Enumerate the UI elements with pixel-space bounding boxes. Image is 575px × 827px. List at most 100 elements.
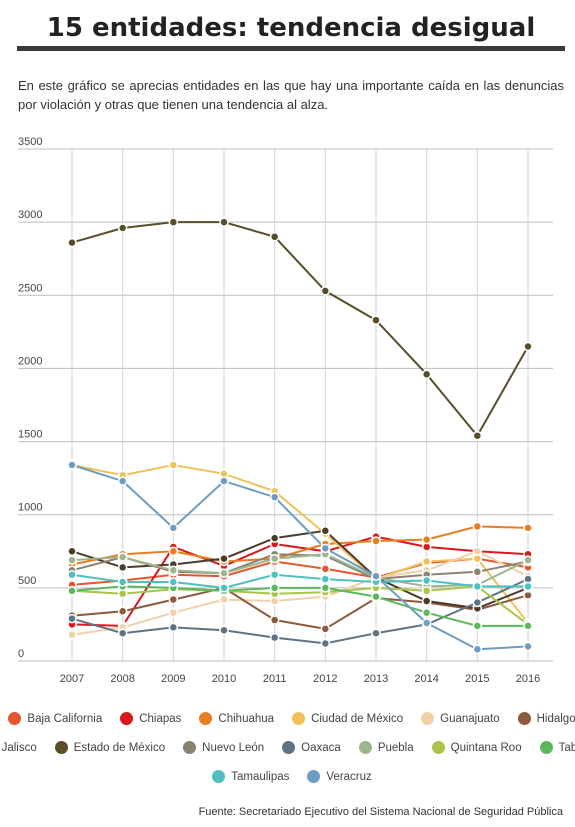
data-point[interactable] — [421, 618, 432, 628]
data-point[interactable] — [67, 555, 77, 565]
data-point[interactable] — [371, 571, 381, 581]
data-point[interactable] — [269, 615, 280, 625]
data-point[interactable] — [320, 286, 331, 296]
legend-item[interactable]: Guanajuato — [421, 712, 500, 725]
legend-item[interactable]: Nuevo León — [183, 741, 264, 754]
data-point[interactable] — [523, 555, 533, 565]
y-tick-label: 2500 — [18, 282, 42, 294]
series-line — [71, 550, 529, 636]
data-point[interactable] — [523, 621, 533, 631]
y-tick-label: 2000 — [18, 355, 42, 367]
data-point[interactable] — [371, 536, 381, 546]
x-tick-label: 2012 — [313, 673, 337, 685]
data-point[interactable] — [269, 632, 280, 643]
data-point[interactable] — [472, 430, 483, 441]
data-point[interactable] — [320, 574, 331, 584]
data-point[interactable] — [168, 622, 179, 633]
legend-item[interactable]: Chihuahua — [199, 712, 274, 725]
data-point[interactable] — [523, 341, 533, 352]
data-point[interactable] — [168, 565, 179, 576]
data-point[interactable] — [168, 460, 179, 470]
data-point[interactable] — [523, 523, 533, 533]
legend-item[interactable]: Chiapas — [120, 712, 181, 725]
data-point[interactable] — [67, 460, 77, 470]
data-point[interactable] — [320, 564, 331, 574]
data-point[interactable] — [117, 223, 128, 233]
data-point[interactable] — [320, 638, 331, 649]
data-point[interactable] — [269, 492, 280, 502]
data-point[interactable] — [168, 577, 179, 587]
data-point[interactable] — [168, 523, 179, 533]
data-point[interactable] — [320, 624, 331, 634]
series-line — [71, 578, 529, 645]
data-point[interactable] — [472, 621, 483, 631]
data-point[interactable] — [219, 568, 229, 578]
data-point[interactable] — [472, 581, 483, 592]
data-point[interactable] — [421, 534, 432, 545]
data-point[interactable] — [67, 569, 77, 580]
data-point[interactable] — [421, 607, 432, 618]
data-point[interactable] — [472, 567, 483, 577]
data-point[interactable] — [320, 526, 331, 536]
data-point[interactable] — [371, 628, 381, 638]
legend-item[interactable]: Ciudad de México — [292, 712, 403, 725]
data-point[interactable] — [117, 606, 128, 617]
legend-swatch — [292, 712, 306, 725]
data-point[interactable] — [67, 613, 77, 624]
data-point[interactable] — [219, 553, 229, 564]
data-point[interactable] — [472, 644, 483, 655]
data-point[interactable] — [219, 476, 229, 486]
data-point[interactable] — [168, 607, 179, 618]
data-point[interactable] — [421, 575, 432, 586]
legend-item[interactable]: Baja California — [8, 712, 102, 725]
data-point[interactable] — [117, 577, 128, 587]
data-point[interactable] — [320, 583, 331, 593]
legend-item[interactable]: Tamaulipas — [212, 770, 289, 783]
data-point[interactable] — [219, 594, 229, 605]
data-point[interactable] — [117, 562, 128, 573]
data-point[interactable] — [320, 543, 331, 554]
data-point[interactable] — [269, 533, 280, 543]
series-oaxaca — [71, 578, 529, 645]
data-point[interactable] — [472, 597, 483, 608]
data-point[interactable] — [421, 369, 432, 380]
data-point[interactable] — [67, 586, 77, 596]
data-point[interactable] — [371, 591, 381, 602]
legend-label: Guanajuato — [440, 712, 500, 725]
data-point[interactable] — [219, 625, 229, 636]
data-point[interactable] — [523, 581, 533, 592]
data-point[interactable] — [117, 628, 128, 638]
data-point[interactable] — [269, 569, 280, 580]
data-point[interactable] — [269, 553, 280, 564]
data-point[interactable] — [472, 546, 483, 557]
data-point[interactable] — [168, 217, 179, 227]
legend-item[interactable]: Jalisco — [0, 741, 37, 754]
legend-item[interactable]: Veracruz — [307, 770, 372, 783]
data-point[interactable] — [472, 521, 483, 532]
legend-item[interactable]: Puebla — [358, 741, 414, 754]
data-point[interactable] — [269, 232, 280, 242]
data-point[interactable] — [67, 629, 77, 640]
data-point[interactable] — [421, 556, 432, 567]
data-point[interactable] — [67, 546, 77, 557]
data-point[interactable] — [168, 546, 179, 557]
legend-item[interactable]: Oaxaca — [282, 741, 341, 754]
data-point[interactable] — [67, 237, 77, 248]
data-point[interactable] — [117, 552, 128, 562]
data-point[interactable] — [523, 641, 533, 652]
data-point[interactable] — [168, 594, 179, 605]
legend-item[interactable]: Hidalgo — [517, 712, 575, 725]
data-point[interactable] — [219, 583, 229, 593]
data-point[interactable] — [421, 596, 432, 606]
legend-item[interactable]: Tabasco — [539, 741, 575, 754]
data-point[interactable] — [219, 217, 229, 227]
legend-row: Tamaulipas Veracruz — [22, 762, 562, 791]
legend-item[interactable]: Estado de México — [54, 741, 165, 754]
source-note: Fuente: Secretariado Ejecutivo del Siste… — [198, 806, 563, 818]
data-point[interactable] — [269, 583, 280, 593]
data-point[interactable] — [117, 476, 128, 486]
legend-item[interactable]: Quintana Roo — [431, 741, 522, 754]
data-point[interactable] — [371, 315, 381, 325]
x-tick-label: 2011 — [263, 673, 287, 685]
data-point[interactable] — [421, 586, 432, 596]
